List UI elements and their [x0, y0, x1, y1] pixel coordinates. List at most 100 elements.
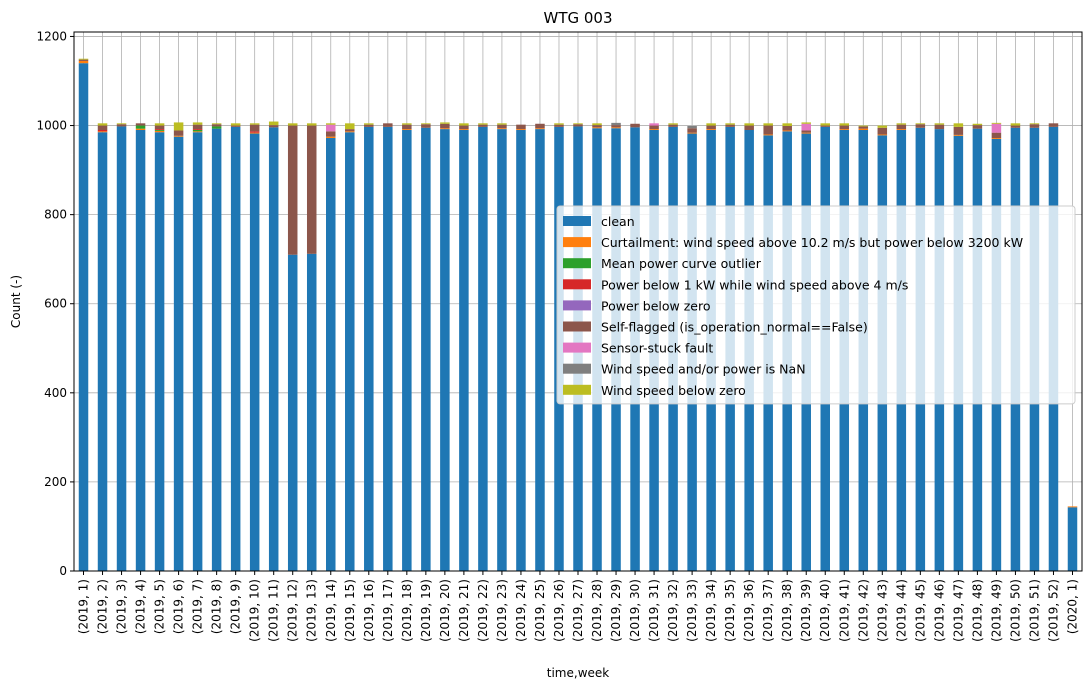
bar-segment [516, 130, 526, 571]
bar-segment [915, 123, 926, 125]
x-tick-label: (2019, 6) [172, 579, 186, 634]
bar-segment [554, 123, 564, 125]
bar-segment [839, 129, 850, 130]
bar-segment [326, 136, 336, 139]
x-tick-label: (2019, 50) [1008, 579, 1022, 642]
x-tick-label: (2019, 1) [77, 579, 91, 634]
bar-segment [497, 129, 507, 572]
bar-segment [116, 123, 127, 125]
x-tick-label: (2019, 15) [343, 579, 357, 642]
bar-segment [78, 63, 89, 571]
bar-segment [649, 125, 659, 130]
chart-title: WTG 003 [543, 9, 612, 27]
x-tick-label: (2019, 38) [780, 579, 794, 642]
x-tick-label: (2019, 33) [685, 579, 699, 642]
bar-segment [478, 123, 488, 125]
bar-segment [116, 124, 127, 127]
bar-segment [516, 129, 526, 130]
x-tick-label: (2019, 43) [875, 579, 889, 642]
bar-segment [611, 127, 621, 129]
bar-segment [326, 138, 336, 571]
legend-entry: Power below zero [601, 298, 710, 313]
bar-segment [687, 132, 697, 134]
bar-segment [459, 123, 469, 126]
bar-segment [173, 130, 184, 136]
bar-segment [991, 122, 1002, 124]
bar-segment [991, 132, 1002, 139]
legend-entry: Wind speed and/or power is NaN [601, 362, 806, 377]
bar-segment [991, 138, 1002, 139]
bar-segment [268, 127, 279, 571]
bar-segment [421, 127, 431, 571]
bar-segment [1010, 125, 1021, 128]
x-tick-label: (2019, 39) [799, 579, 813, 642]
x-tick-label: (2019, 29) [609, 579, 623, 642]
bar-segment [287, 254, 298, 571]
legend-entry: Wind speed below zero [601, 383, 746, 398]
bar-segment [972, 125, 983, 129]
legend-swatch [563, 300, 591, 311]
bar-segment [1029, 124, 1040, 128]
bar-segment [173, 136, 184, 571]
y-tick-label: 800 [44, 208, 67, 222]
bar-segment [763, 125, 773, 135]
bar-segment [744, 123, 754, 126]
bar-segment [364, 123, 374, 125]
y-tick-label: 1200 [36, 29, 67, 43]
bar-segment [820, 123, 830, 126]
legend-swatch [563, 216, 591, 226]
x-tick-label: (2019, 37) [761, 579, 775, 642]
bar-segment [173, 135, 184, 137]
bar-segment [706, 123, 716, 126]
x-tick-label: (2019, 2) [96, 579, 110, 634]
legend-swatch [563, 384, 591, 395]
x-tick-label: (2020, 1) [1065, 579, 1079, 634]
bar-segment [154, 129, 165, 130]
legend-entry: Sensor-stuck fault [601, 341, 713, 356]
bar-segment [649, 129, 659, 130]
bar-segment [421, 123, 431, 125]
bar-segment [211, 128, 222, 571]
x-tick-label: (2019, 28) [590, 579, 604, 642]
x-tick-label: (2019, 5) [153, 579, 167, 634]
legend-entry: clean [601, 214, 635, 229]
x-tick-label: (2019, 32) [666, 579, 680, 642]
legend-swatch [563, 258, 591, 269]
bar-segment [497, 128, 507, 130]
bar-segment [97, 131, 108, 133]
bar-segment [135, 128, 146, 130]
bar-segment [877, 127, 888, 135]
bar-segment [782, 123, 792, 126]
legend-entry: Power below 1 kW while wind speed above … [601, 277, 908, 292]
bar-segment [801, 123, 811, 131]
x-tick-label: (2019, 13) [305, 579, 319, 642]
bar-segment [97, 125, 108, 130]
bar-segment [211, 126, 222, 129]
y-tick-label: 600 [44, 297, 67, 311]
bar-segment [192, 132, 203, 571]
x-tick-label: (2019, 14) [324, 579, 338, 642]
bar-segment [211, 124, 222, 127]
bar-segment [630, 123, 640, 128]
x-tick-label: (2019, 40) [818, 579, 832, 642]
bar-segment [1010, 123, 1021, 126]
bar-segment [687, 128, 697, 133]
y-axis-label: Count (-) [9, 275, 23, 328]
bar-segment [306, 125, 317, 254]
bar-segment [440, 123, 450, 129]
legend-entry: Mean power curve outlier [601, 256, 762, 271]
bar-segment [345, 123, 355, 130]
bar-segment [915, 124, 926, 128]
x-tick-label: (2019, 9) [229, 579, 243, 634]
bar-segment [383, 126, 393, 571]
bar-segment [497, 124, 507, 129]
bar-segment [135, 125, 146, 129]
x-tick-label: (2019, 22) [476, 579, 490, 642]
bar-segment [249, 133, 260, 571]
bar-segment [801, 130, 811, 133]
bar-segment [402, 130, 412, 571]
legend-swatch [563, 279, 591, 290]
bar-segment [135, 130, 146, 571]
bar-segment [249, 132, 260, 134]
legend-swatch [563, 363, 591, 374]
